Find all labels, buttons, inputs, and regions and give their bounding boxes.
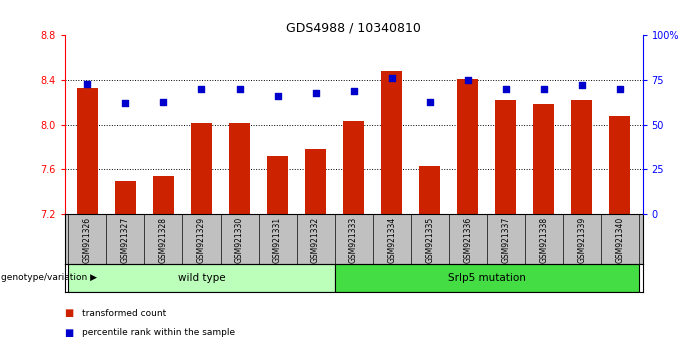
Text: GSM921335: GSM921335 xyxy=(425,217,434,263)
Bar xyxy=(153,176,174,214)
Text: wild type: wild type xyxy=(177,273,225,283)
Bar xyxy=(305,149,326,214)
Bar xyxy=(343,121,364,214)
Text: percentile rank within the sample: percentile rank within the sample xyxy=(82,328,235,337)
Point xyxy=(310,90,321,96)
Text: transformed count: transformed count xyxy=(82,309,166,318)
Bar xyxy=(267,156,288,214)
Bar xyxy=(77,88,98,214)
Bar xyxy=(381,71,402,214)
Text: GSM921326: GSM921326 xyxy=(83,217,92,263)
Bar xyxy=(419,166,440,214)
Point xyxy=(500,86,511,92)
Point xyxy=(462,77,473,83)
Point xyxy=(272,93,283,99)
Point xyxy=(577,82,588,88)
Text: GSM921333: GSM921333 xyxy=(349,217,358,263)
Text: ■: ■ xyxy=(65,328,74,338)
Bar xyxy=(495,100,516,214)
Text: GSM921331: GSM921331 xyxy=(273,217,282,263)
Text: GSM921330: GSM921330 xyxy=(235,217,244,263)
Point xyxy=(539,86,549,92)
Point xyxy=(120,101,131,106)
Text: GSM921337: GSM921337 xyxy=(501,217,510,263)
Point xyxy=(82,81,93,86)
Text: genotype/variation ▶: genotype/variation ▶ xyxy=(1,273,97,282)
Bar xyxy=(229,122,250,214)
Bar xyxy=(115,181,136,214)
Point xyxy=(234,86,245,92)
Point xyxy=(614,86,625,92)
Title: GDS4988 / 10340810: GDS4988 / 10340810 xyxy=(286,21,421,34)
Point xyxy=(386,75,397,81)
Text: GSM921332: GSM921332 xyxy=(311,217,320,263)
Bar xyxy=(609,116,630,214)
Bar xyxy=(69,264,335,292)
Text: GSM921340: GSM921340 xyxy=(615,217,624,263)
Text: GSM921334: GSM921334 xyxy=(387,217,396,263)
Point xyxy=(348,88,359,94)
Bar xyxy=(457,79,478,214)
Text: ■: ■ xyxy=(65,308,74,318)
Point xyxy=(158,99,169,104)
Bar xyxy=(571,100,592,214)
Text: GSM921327: GSM921327 xyxy=(121,217,130,263)
Point xyxy=(196,86,207,92)
Text: GSM921328: GSM921328 xyxy=(159,217,168,263)
Text: GSM921336: GSM921336 xyxy=(463,217,472,263)
Point xyxy=(424,99,435,104)
Text: GSM921329: GSM921329 xyxy=(197,217,206,263)
Bar xyxy=(533,104,554,214)
Bar xyxy=(335,264,639,292)
Text: GSM921339: GSM921339 xyxy=(577,217,586,263)
Bar xyxy=(191,122,212,214)
Text: GSM921338: GSM921338 xyxy=(539,217,548,263)
Text: Srlp5 mutation: Srlp5 mutation xyxy=(447,273,526,283)
